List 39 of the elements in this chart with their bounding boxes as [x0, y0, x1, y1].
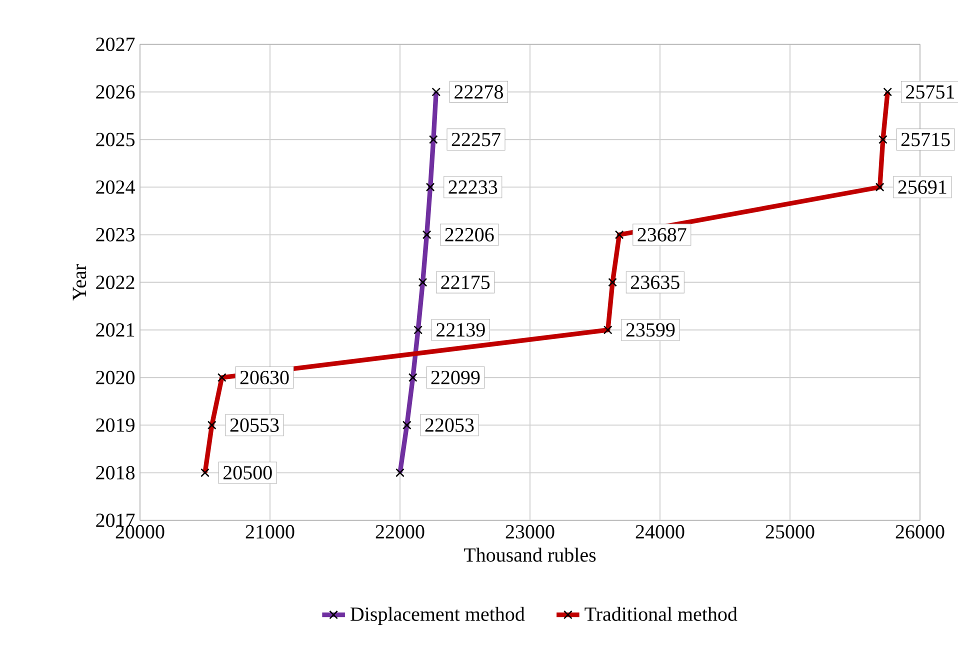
x-axis-title: Thousand rubles: [464, 548, 596, 562]
x-tick-label: 22000: [376, 525, 424, 539]
x-tick-label: 23000: [506, 525, 554, 539]
data-label: 22175: [441, 276, 490, 290]
y-tick-label: 2023: [96, 228, 135, 242]
data-label: 25715: [901, 132, 950, 146]
x-tick-label: 26000: [896, 525, 944, 539]
data-label: 25751: [906, 85, 954, 99]
x-tick-label: 21000: [246, 525, 294, 539]
y-tick-label: 2019: [96, 418, 134, 432]
data-label: 22053: [425, 418, 474, 432]
x-tick-label: 20000: [116, 525, 164, 539]
data-label: 22233: [448, 180, 498, 194]
y-tick-label: 2017: [96, 514, 135, 528]
y-tick-label: 2026: [96, 85, 135, 99]
data-label: 20553: [230, 418, 279, 432]
data-label: 22099: [431, 370, 480, 384]
data-label: 23687: [638, 228, 686, 242]
legend-label: Displacement method: [350, 606, 525, 625]
data-label: 20630: [240, 370, 289, 384]
legend-label: Traditional method: [584, 606, 738, 621]
y-tick-label: 2018: [96, 466, 135, 480]
y-tick-label: 2020: [96, 370, 135, 384]
data-label: 22206: [445, 228, 494, 242]
y-tick-label: 2022: [96, 276, 134, 290]
data-label: 23635: [631, 276, 680, 290]
data-label: 25691: [898, 180, 946, 194]
y-tick-label: 2025: [96, 132, 135, 146]
y-tick-label: 2021: [96, 323, 134, 337]
x-tick-label: 25000: [766, 525, 814, 539]
data-label: 22278: [454, 85, 503, 99]
y-tick-label: 2027: [96, 38, 135, 52]
data-label: 23599: [626, 323, 675, 337]
data-label: 20500: [223, 466, 272, 480]
y-tick-label: 2024: [96, 180, 135, 194]
x-tick-label: 24000: [636, 525, 684, 539]
data-label: 22139: [436, 323, 485, 337]
data-label: 22257: [452, 132, 500, 146]
y-axis-title: Year: [72, 264, 86, 301]
